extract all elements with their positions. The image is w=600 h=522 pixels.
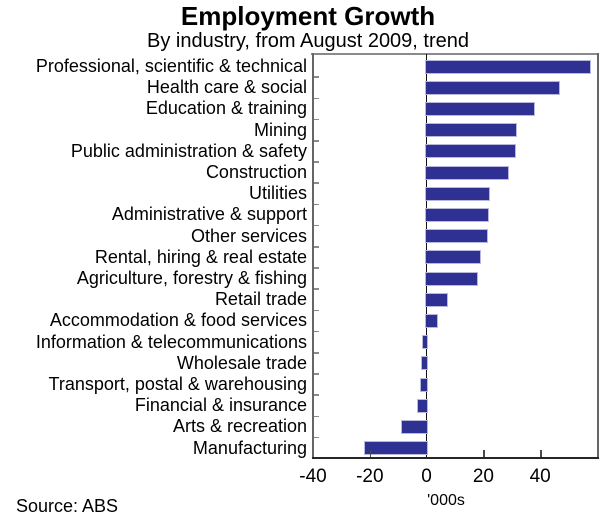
category-label: Mining	[253, 119, 307, 140]
y-axis-tick	[314, 436, 319, 439]
plot-frame-left-axis	[311, 52, 314, 459]
bar-positive	[425, 208, 490, 222]
category-label: Utilities	[248, 183, 307, 204]
x-axis-tick-label: 0	[421, 466, 432, 487]
category-label: Transport, postal & warehousing	[48, 374, 307, 394]
bar-positive	[425, 59, 592, 74]
category-label: Wholesale trade	[176, 352, 307, 373]
bar-positive	[425, 186, 491, 201]
y-axis-tick	[314, 97, 319, 100]
y-axis-tick	[314, 203, 319, 206]
bar-positive	[425, 144, 517, 159]
bar-positive	[425, 123, 518, 138]
x-axis-tick-label: -40	[299, 466, 327, 487]
x-axis-tick	[540, 449, 542, 457]
y-axis-tick	[314, 118, 319, 121]
y-axis-tick	[314, 373, 319, 375]
bar-positive	[425, 250, 481, 265]
x-axis-tick-label: 40	[529, 466, 551, 487]
category-label: Information & telecommunications	[35, 331, 307, 352]
bar-positive	[425, 165, 509, 180]
y-axis-tick	[314, 394, 319, 396]
bar-positive	[425, 229, 488, 244]
x-axis-unit-label: '000s	[427, 492, 465, 509]
bar-negative	[364, 441, 429, 456]
category-label: Other services	[190, 225, 307, 246]
source-note: Source: ABS	[16, 496, 119, 516]
category-label: Health care & social	[146, 77, 307, 98]
bar-negative	[420, 356, 429, 371]
chart-subtitle: By industry, from August 2009, trend	[146, 30, 470, 52]
category-label: Construction	[205, 162, 307, 182]
category-label: Accommodation & food services	[49, 310, 307, 331]
y-axis-tick	[314, 161, 319, 163]
x-axis-tick	[483, 449, 485, 457]
category-label: Arts & recreation	[172, 416, 307, 437]
bar-positive	[425, 271, 478, 286]
bar-positive	[425, 102, 535, 116]
category-label: Retail trade	[214, 289, 307, 310]
y-axis-tick	[314, 76, 319, 78]
bar-positive	[425, 314, 438, 328]
plot-frame-top	[311, 52, 599, 55]
y-axis-tick	[314, 140, 319, 142]
y-axis-tick	[314, 415, 319, 418]
category-label: Education & training	[145, 98, 307, 119]
x-axis-line	[311, 456, 599, 459]
bar-negative	[422, 335, 429, 350]
category-label: Manufacturing	[192, 437, 307, 458]
y-axis-tick	[314, 352, 319, 354]
bar-negative	[401, 420, 429, 434]
category-label: Public administration & safety	[70, 140, 307, 161]
x-axis-tick	[369, 449, 372, 457]
y-axis-tick	[314, 309, 319, 312]
bar-negative	[416, 398, 429, 413]
category-label: Professional, scientific & technical	[35, 56, 307, 76]
category-label: Rental, hiring & real estate	[94, 246, 307, 267]
y-axis-tick	[314, 224, 319, 227]
bar-negative	[419, 377, 429, 392]
y-axis-tick	[314, 267, 319, 269]
y-axis-tick	[314, 246, 319, 248]
bar-positive	[425, 80, 561, 95]
x-axis-tick-label: -20	[356, 466, 384, 487]
category-label: Financial & insurance	[134, 395, 307, 416]
category-label: Agriculture, forestry & fishing	[76, 268, 307, 288]
y-axis-tick	[314, 182, 319, 184]
chart-title: Employment Growth	[180, 1, 436, 31]
category-label: Administrative & support	[111, 204, 307, 225]
plot-frame-right	[596, 52, 599, 459]
y-axis-tick	[314, 330, 319, 333]
x-axis-tick-label: 20	[472, 466, 494, 487]
bar-positive	[425, 292, 448, 307]
y-axis-tick	[314, 288, 319, 290]
